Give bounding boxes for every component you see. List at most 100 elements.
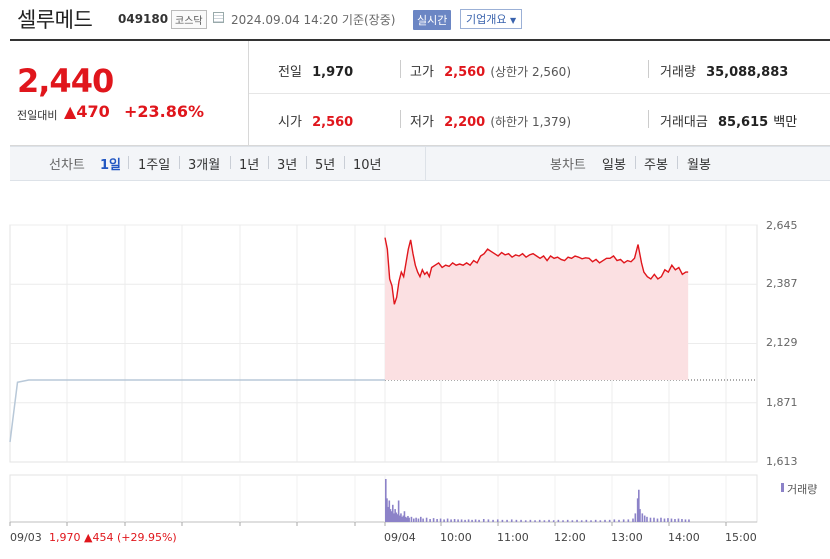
volume-bar — [552, 520, 555, 522]
quote-datetime: 2024.09.04 14:20 기준(장중) — [231, 13, 396, 27]
volume-bar — [585, 519, 588, 522]
high-label: 고가 — [410, 65, 434, 80]
volume-bar — [594, 519, 597, 522]
low-label: 저가 — [410, 115, 434, 130]
tab-weekly[interactable]: 주봉 — [644, 158, 668, 173]
volume-bar — [417, 518, 420, 522]
today-fill — [385, 237, 689, 381]
high-item: 고가 2,560 (상한가 2,560) — [410, 61, 571, 80]
volume-bar — [599, 520, 602, 522]
prev-day-info: 1,970 ▲454 (+29.95%) — [49, 531, 177, 544]
volume-bar — [571, 520, 574, 522]
line-chart-label: 선차트 — [49, 158, 85, 173]
volume-bar — [404, 516, 407, 522]
volume-bar — [548, 519, 550, 522]
tab-10y[interactable]: 10년 — [353, 158, 382, 173]
volume-bar — [590, 520, 592, 522]
tab-3y[interactable]: 3년 — [277, 158, 298, 173]
volume-bar — [425, 517, 428, 522]
volume-bar — [529, 519, 532, 522]
current-price: 2,440 — [17, 62, 114, 100]
volume-bar — [405, 517, 408, 522]
tab-1w[interactable]: 1주일 — [138, 158, 171, 173]
change-label: 전일대비 — [17, 109, 58, 122]
intraday-chart[interactable] — [0, 200, 830, 559]
high-value: 2,560 — [444, 65, 486, 80]
tab-divider — [677, 156, 678, 169]
volume-bar — [391, 504, 394, 522]
market-badge: 코스닥 — [171, 10, 207, 29]
tab-daily[interactable]: 일봉 — [602, 158, 626, 173]
divider — [648, 110, 649, 128]
amount-value: 85,615 — [718, 115, 769, 130]
volume-bar — [419, 516, 422, 522]
divider — [648, 60, 649, 78]
company-info-label: 기업개요 — [466, 13, 507, 26]
header-divider — [10, 39, 830, 41]
volume-panel-border — [9, 474, 758, 523]
x-tick-label: 15:00 — [725, 531, 757, 544]
volume-bar — [684, 519, 687, 522]
x-tick-label: 09/04 — [384, 531, 416, 544]
volume-bar — [618, 519, 620, 522]
today-area — [384, 237, 689, 381]
chevron-down-icon: ▼ — [509, 16, 517, 25]
volume-bar — [453, 518, 456, 522]
x-tick-label: 11:00 — [497, 531, 529, 544]
tab-1y[interactable]: 1년 — [239, 158, 260, 173]
volume-bar — [443, 519, 445, 522]
volume-bar — [388, 500, 391, 522]
lower-limit-label: 하한가 — [495, 115, 529, 129]
today-line — [384, 237, 689, 305]
tab-divider — [635, 156, 636, 169]
tab-divider — [306, 156, 307, 169]
volume-bar — [439, 518, 442, 522]
volume-bar — [557, 519, 560, 522]
volume-bar — [386, 498, 388, 522]
tab-monthly[interactable]: 월봉 — [687, 158, 711, 173]
volume-bar — [670, 518, 673, 522]
volume-bar — [632, 518, 634, 522]
volume-bar — [667, 518, 669, 522]
tab-divider — [344, 156, 345, 169]
tab-3m[interactable]: 3개월 — [188, 158, 221, 173]
volume-bar — [478, 519, 480, 522]
volume-bar — [474, 519, 477, 522]
volume-label: 거래량 — [660, 65, 696, 80]
volume-bar — [646, 516, 648, 522]
volume-item: 거래량 35,088,883 — [660, 61, 788, 80]
company-info-button[interactable]: 기업개요 ▼ — [460, 9, 523, 29]
quote-summary — [10, 41, 830, 146]
tab-divider — [128, 156, 129, 169]
x-tick-label: 13:00 — [611, 531, 643, 544]
volume-bar — [389, 509, 392, 522]
volume-bar — [387, 506, 389, 522]
divider — [400, 110, 401, 128]
volume-bar — [515, 519, 518, 522]
price-box — [10, 41, 249, 145]
prev-close-value: 1,970 — [312, 65, 354, 80]
low-item: 저가 2,200 (하한가 1,379) — [410, 111, 571, 130]
tab-divider — [268, 156, 269, 169]
volume-bar — [397, 500, 400, 522]
open-label: 시가 — [278, 115, 302, 130]
volume-bar — [482, 518, 485, 522]
realtime-button[interactable]: 실시간 — [413, 10, 452, 30]
volume-bar — [604, 519, 606, 522]
volume-bar — [639, 509, 641, 522]
summary-row-divider — [249, 93, 830, 94]
volume-legend-swatch — [781, 483, 784, 492]
volume-bar — [566, 519, 569, 522]
volume-bar — [460, 519, 463, 522]
volume-bar — [403, 511, 406, 522]
tab-1d[interactable]: 1일 — [100, 158, 122, 173]
volume-bar — [627, 519, 630, 522]
volume-bar — [562, 520, 564, 522]
tab-5y[interactable]: 5년 — [315, 158, 336, 173]
tab-group-divider — [425, 147, 426, 180]
volume-bar — [385, 479, 387, 522]
volume-bar — [446, 518, 449, 522]
volume-bars — [385, 479, 690, 522]
open-value: 2,560 — [312, 115, 354, 130]
volume-bar — [638, 489, 640, 522]
